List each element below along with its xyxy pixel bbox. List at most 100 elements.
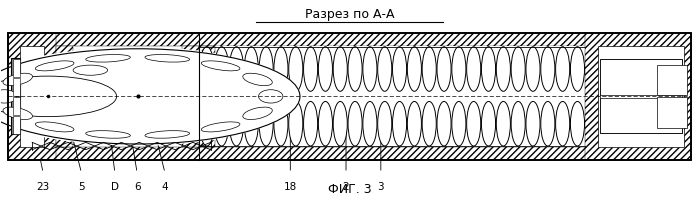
- Circle shape: [0, 49, 300, 144]
- Ellipse shape: [452, 102, 466, 146]
- Ellipse shape: [526, 102, 540, 146]
- Ellipse shape: [215, 48, 229, 92]
- Bar: [8, 34, 691, 160]
- Ellipse shape: [200, 48, 214, 92]
- Text: 2: 2: [343, 181, 350, 191]
- Ellipse shape: [452, 48, 466, 92]
- Ellipse shape: [511, 48, 525, 92]
- Text: 5: 5: [78, 181, 85, 191]
- Ellipse shape: [556, 102, 570, 146]
- Ellipse shape: [229, 102, 243, 146]
- Ellipse shape: [274, 102, 288, 146]
- Ellipse shape: [526, 48, 540, 92]
- Bar: [598, 47, 684, 147]
- Ellipse shape: [570, 48, 584, 92]
- Ellipse shape: [363, 48, 377, 92]
- Bar: [182, 47, 199, 147]
- Text: Разрез по А-А: Разрез по А-А: [305, 7, 394, 20]
- Ellipse shape: [377, 102, 391, 146]
- Ellipse shape: [422, 102, 436, 146]
- Bar: [20, 47, 44, 147]
- Ellipse shape: [408, 48, 421, 92]
- Ellipse shape: [393, 102, 407, 146]
- Text: 3: 3: [377, 181, 384, 191]
- Ellipse shape: [0, 90, 17, 104]
- Text: 23: 23: [36, 181, 50, 191]
- Text: D: D: [111, 181, 119, 191]
- Bar: [8, 34, 691, 160]
- Ellipse shape: [3, 108, 32, 120]
- Ellipse shape: [200, 102, 214, 146]
- Text: 4: 4: [161, 181, 168, 191]
- Bar: [657, 98, 687, 128]
- Ellipse shape: [36, 62, 74, 71]
- Bar: [8, 34, 56, 160]
- Ellipse shape: [303, 48, 317, 92]
- Ellipse shape: [86, 55, 130, 63]
- Ellipse shape: [36, 122, 74, 132]
- Ellipse shape: [86, 131, 130, 139]
- Ellipse shape: [482, 48, 496, 92]
- Ellipse shape: [259, 102, 273, 146]
- Ellipse shape: [3, 74, 32, 86]
- Ellipse shape: [511, 102, 525, 146]
- Ellipse shape: [333, 48, 347, 92]
- Ellipse shape: [289, 48, 303, 92]
- Ellipse shape: [541, 102, 555, 146]
- Ellipse shape: [422, 48, 436, 92]
- Bar: [10, 59, 20, 135]
- Bar: [13, 117, 20, 134]
- Bar: [585, 34, 691, 160]
- Bar: [13, 79, 20, 96]
- Bar: [199, 47, 215, 82]
- Circle shape: [0, 48, 305, 146]
- Ellipse shape: [408, 102, 421, 146]
- Ellipse shape: [541, 48, 555, 92]
- Bar: [600, 98, 682, 134]
- Ellipse shape: [482, 102, 496, 146]
- Ellipse shape: [467, 102, 481, 146]
- Ellipse shape: [201, 122, 240, 132]
- Bar: [199, 112, 215, 147]
- Ellipse shape: [318, 48, 333, 92]
- Ellipse shape: [363, 102, 377, 146]
- Ellipse shape: [201, 62, 240, 71]
- Ellipse shape: [289, 102, 303, 146]
- Ellipse shape: [318, 102, 333, 146]
- Ellipse shape: [348, 48, 362, 92]
- Bar: [56, 47, 73, 147]
- Ellipse shape: [243, 74, 273, 86]
- Ellipse shape: [437, 102, 451, 146]
- Ellipse shape: [145, 131, 189, 139]
- Ellipse shape: [259, 90, 283, 104]
- Ellipse shape: [348, 102, 362, 146]
- Ellipse shape: [556, 48, 570, 92]
- Ellipse shape: [303, 102, 317, 146]
- Text: 18: 18: [284, 181, 297, 191]
- Ellipse shape: [244, 48, 259, 92]
- Circle shape: [0, 77, 117, 117]
- Ellipse shape: [333, 102, 347, 146]
- Ellipse shape: [243, 108, 273, 120]
- Ellipse shape: [496, 102, 510, 146]
- Ellipse shape: [393, 48, 407, 92]
- Ellipse shape: [377, 48, 391, 92]
- Ellipse shape: [274, 48, 288, 92]
- Ellipse shape: [215, 102, 229, 146]
- Ellipse shape: [437, 48, 451, 92]
- Bar: [600, 60, 682, 134]
- Bar: [8, 34, 691, 47]
- Bar: [13, 98, 20, 115]
- Ellipse shape: [229, 48, 243, 92]
- Ellipse shape: [145, 55, 189, 63]
- Ellipse shape: [259, 48, 273, 92]
- Ellipse shape: [570, 102, 584, 146]
- Bar: [600, 60, 682, 95]
- Ellipse shape: [496, 48, 510, 92]
- Bar: [199, 47, 585, 147]
- Bar: [13, 60, 20, 77]
- Bar: [600, 60, 682, 134]
- Text: ФИГ. 3: ФИГ. 3: [328, 183, 371, 195]
- Text: 6: 6: [134, 181, 140, 191]
- Ellipse shape: [244, 102, 259, 146]
